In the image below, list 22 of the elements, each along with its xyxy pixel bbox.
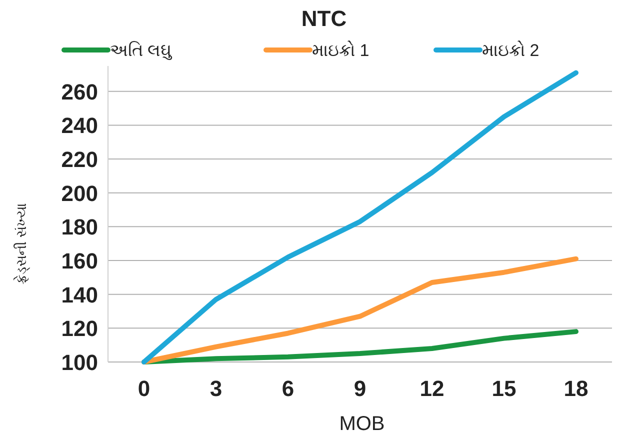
x-tick-label: 3 (210, 376, 222, 401)
y-tick-label: 260 (61, 79, 98, 104)
y-tick-label: 180 (61, 214, 98, 240)
y-tick-label: 140 (61, 282, 98, 308)
x-tick-label: 9 (354, 376, 366, 401)
y-tick-label: 220 (61, 147, 98, 172)
legend-label: માઇક્રો 2 (482, 40, 540, 60)
x-tick-label: 15 (492, 376, 516, 401)
y-axis-title: ફ્રેડ્સની સંખ્યા (13, 204, 30, 284)
legend-label: અતિ લઘુ (110, 41, 173, 60)
y-tick-label: 240 (61, 113, 98, 138)
y-tick-label: 160 (61, 248, 98, 274)
y-tick-label: 100 (61, 350, 98, 375)
x-tick-label: 0 (138, 376, 150, 401)
y-tick-label: 120 (61, 316, 98, 342)
x-tick-label: 18 (564, 376, 588, 401)
legend-label: માઇક્રો 1 (312, 40, 370, 60)
x-tick-label: 6 (282, 376, 294, 401)
x-axis-title: MOB (339, 413, 385, 435)
chart-title: NTC (301, 6, 347, 31)
y-tick-label: 200 (61, 180, 98, 206)
x-tick-label: 12 (420, 376, 444, 401)
